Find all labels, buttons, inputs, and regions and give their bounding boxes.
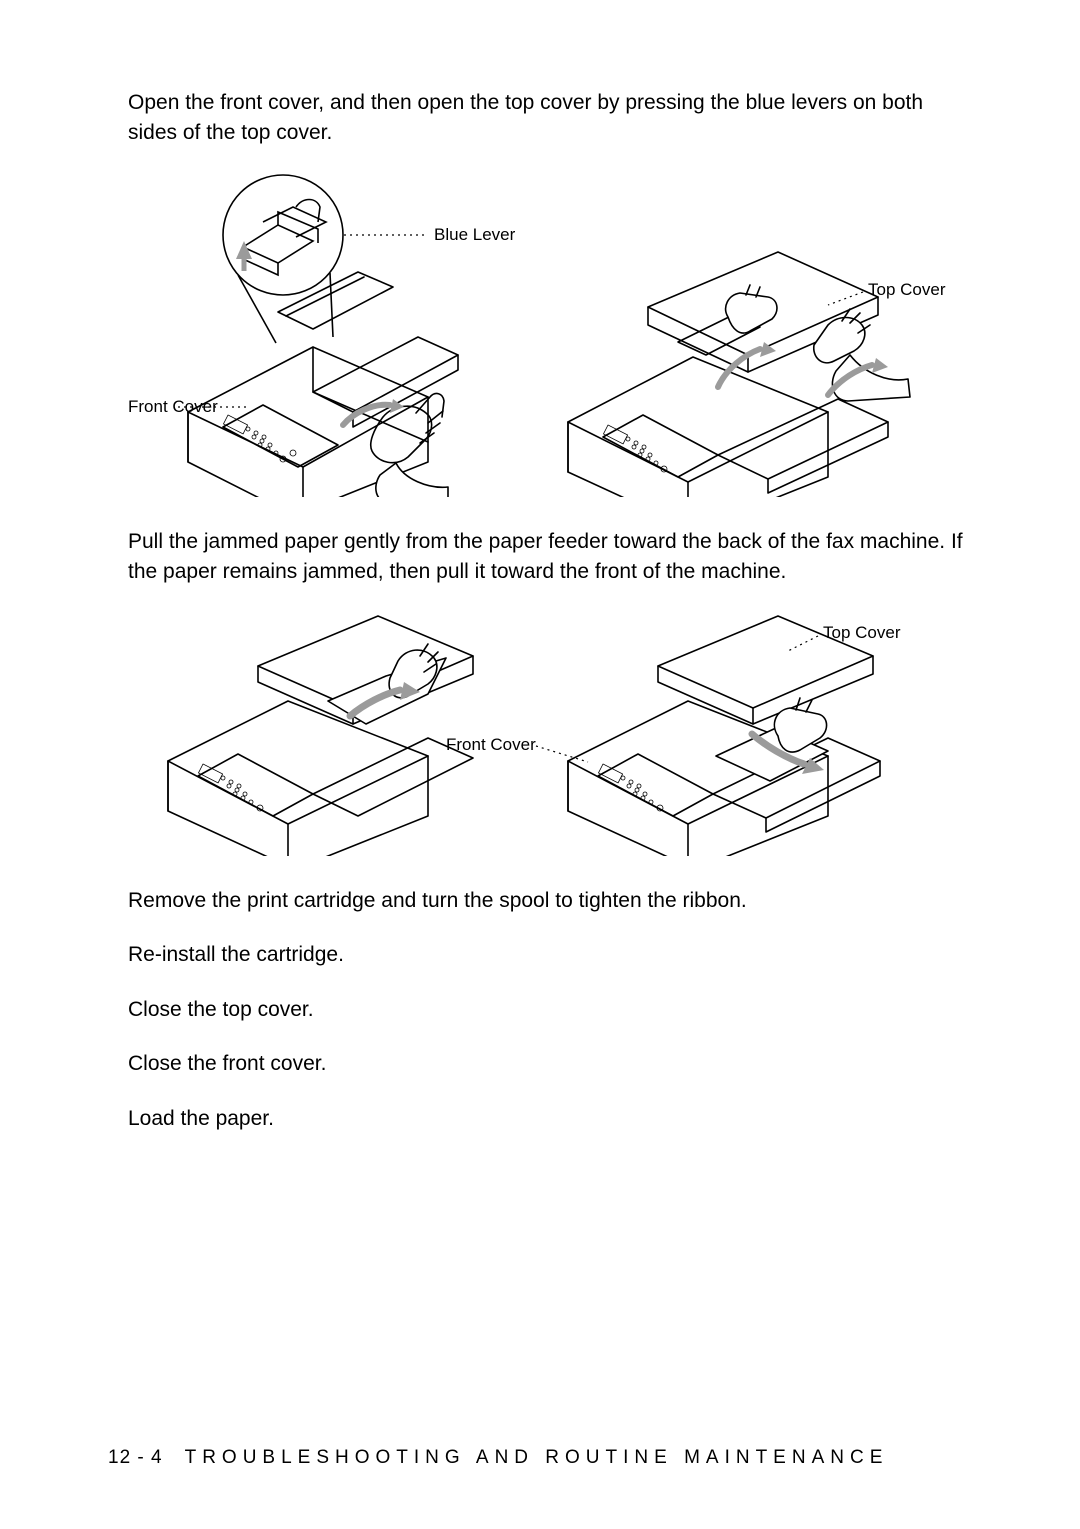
manual-page: Open the front cover, and then open the … xyxy=(0,0,1080,1529)
leader-top-cover-2 xyxy=(788,636,818,651)
right-fax-machine xyxy=(568,252,910,497)
left-fax-machine xyxy=(188,272,458,497)
step-7-text: Load the paper. xyxy=(128,1104,970,1134)
fig2-left-machine xyxy=(168,616,473,856)
step-3-text: Remove the print cartridge and turn the … xyxy=(128,886,970,916)
leader-front-cover-2 xyxy=(536,746,588,762)
label-front-cover-2: Front Cover xyxy=(446,735,536,754)
blue-lever-detail xyxy=(223,175,343,343)
label-blue-lever: Blue Lever xyxy=(434,225,516,244)
step-1-text: Open the front cover, and then open the … xyxy=(128,88,970,149)
step-4-text: Re-install the cartridge. xyxy=(128,940,970,970)
label-top-cover: Top Cover xyxy=(868,280,946,299)
step-2-text: Pull the jammed paper gently from the pa… xyxy=(128,527,970,588)
leader-top-cover xyxy=(828,292,863,305)
figure-1: Blue Lever Front Cover xyxy=(128,167,970,497)
figure-2-svg: Top Cover Front Cover xyxy=(128,606,968,856)
figure-1-svg: Blue Lever Front Cover xyxy=(128,167,968,497)
step-5-text: Close the top cover. xyxy=(128,995,970,1025)
page-number: 12 - 4 xyxy=(108,1447,163,1468)
step-6-text: Close the front cover. xyxy=(128,1049,970,1079)
footer-section-title: TROUBLESHOOTING AND ROUTINE MAINTENANCE xyxy=(185,1447,889,1468)
label-front-cover: Front Cover xyxy=(128,397,218,416)
figure-2: Top Cover Front Cover xyxy=(128,606,970,856)
fig2-right-machine xyxy=(568,616,880,856)
label-top-cover-2: Top Cover xyxy=(823,623,901,642)
page-footer: 12 - 4 TROUBLESHOOTING AND ROUTINE MAINTE… xyxy=(108,1447,888,1469)
